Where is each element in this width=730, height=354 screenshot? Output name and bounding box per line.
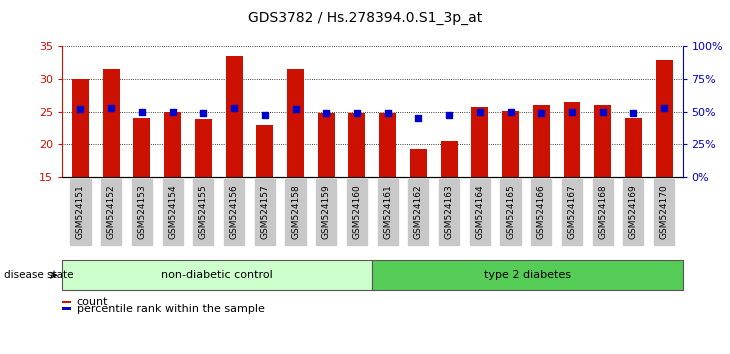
Bar — [103, 69, 120, 177]
Text: disease state: disease state — [4, 270, 73, 280]
Bar — [226, 56, 242, 177]
Bar — [164, 112, 181, 177]
Text: GDS3782 / Hs.278394.0.S1_3p_at: GDS3782 / Hs.278394.0.S1_3p_at — [248, 11, 482, 25]
Point — [474, 109, 485, 114]
Text: percentile rank within the sample: percentile rank within the sample — [77, 304, 264, 314]
Bar — [318, 114, 334, 177]
FancyBboxPatch shape — [62, 260, 372, 290]
Point — [504, 109, 516, 114]
Bar — [594, 105, 611, 177]
Bar — [379, 114, 396, 177]
Bar — [564, 102, 580, 177]
Point — [136, 109, 147, 114]
Point — [259, 113, 271, 118]
Bar — [62, 307, 71, 310]
Bar — [195, 119, 212, 177]
Point — [382, 110, 393, 116]
Point — [198, 110, 210, 116]
Bar — [502, 111, 519, 177]
Point — [412, 115, 424, 121]
Text: type 2 diabetes: type 2 diabetes — [484, 270, 571, 280]
Point — [443, 113, 455, 118]
Point — [566, 109, 578, 114]
Bar — [472, 107, 488, 177]
Point — [290, 106, 301, 112]
Point — [597, 109, 609, 114]
Bar — [656, 61, 672, 177]
Point — [228, 105, 240, 110]
Point — [166, 109, 178, 114]
Bar — [72, 79, 89, 177]
FancyBboxPatch shape — [372, 260, 683, 290]
Text: count: count — [77, 297, 108, 307]
Bar — [62, 301, 71, 303]
Point — [320, 110, 332, 116]
Point — [351, 110, 363, 116]
Bar — [348, 114, 366, 177]
Point — [628, 110, 639, 116]
Point — [105, 105, 117, 110]
Bar — [256, 125, 273, 177]
Bar — [410, 149, 427, 177]
Bar — [625, 118, 642, 177]
Bar — [134, 118, 150, 177]
Point — [535, 110, 547, 116]
Bar — [533, 105, 550, 177]
Point — [74, 106, 86, 112]
Bar — [441, 141, 458, 177]
Bar — [287, 69, 304, 177]
Point — [658, 105, 670, 110]
Text: non-diabetic control: non-diabetic control — [161, 270, 273, 280]
